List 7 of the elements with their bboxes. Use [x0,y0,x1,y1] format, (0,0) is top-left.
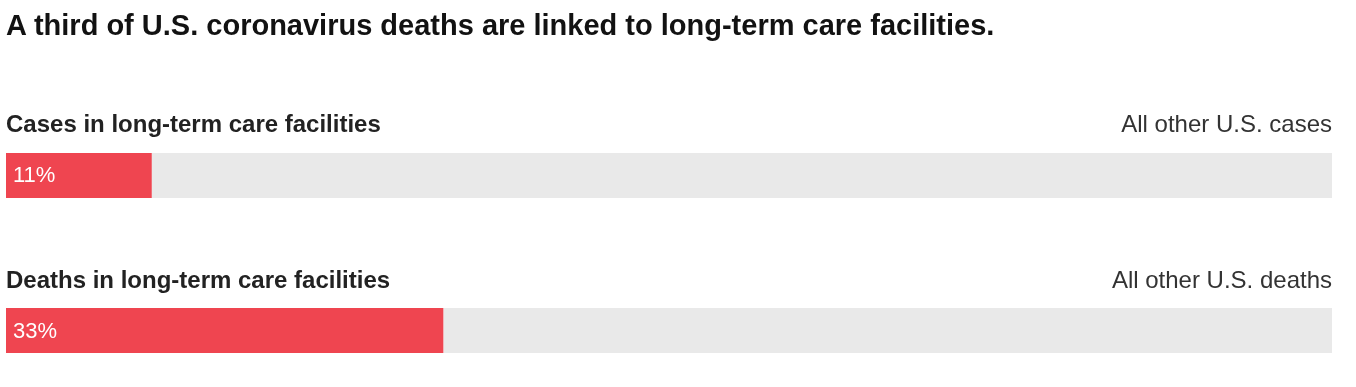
data-label: 33% [13,317,58,343]
annotation: All other U.S. deaths [1111,265,1332,293]
y-tick-label: Deaths in long-term care facilities [6,265,391,293]
annotation: All other U.S. cases [1121,110,1332,138]
y-tick-label: Cases in long-term care facilities [6,110,381,138]
chart-title: A third of U.S. coronavirus deaths are linked to long-term care facilities. [6,9,995,42]
data-label: 11% [13,162,56,188]
